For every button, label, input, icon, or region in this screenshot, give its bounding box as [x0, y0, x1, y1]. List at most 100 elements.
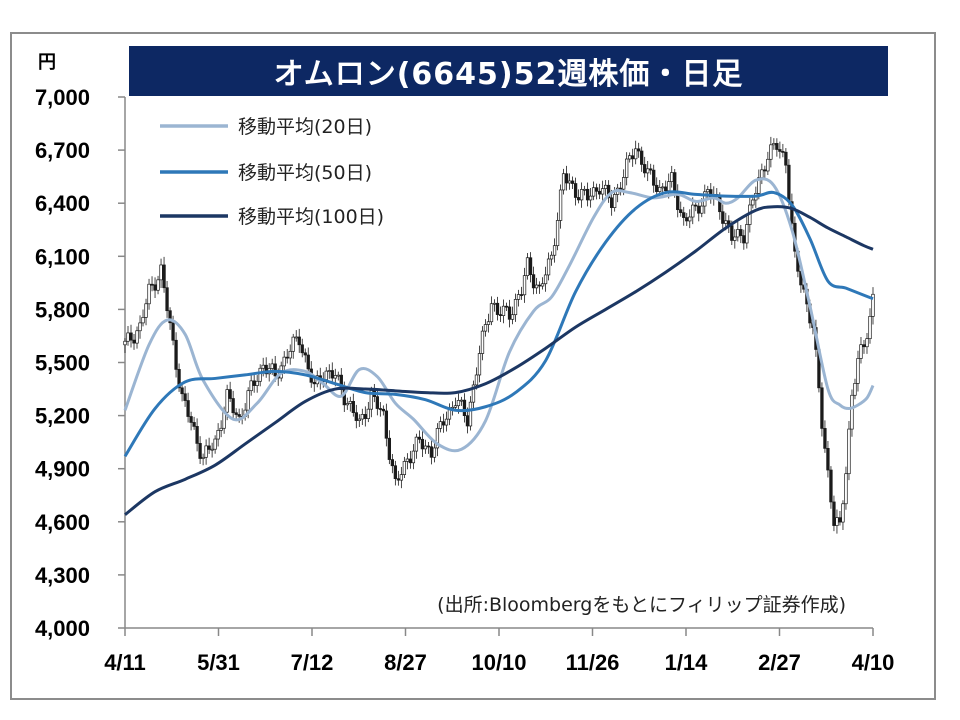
- candle-up: [453, 405, 458, 408]
- candle-down: [168, 310, 172, 324]
- candle-up: [691, 204, 695, 218]
- candle-up: [432, 447, 437, 458]
- candle-down: [787, 164, 791, 203]
- candle-up: [249, 380, 253, 392]
- candle-up: [757, 177, 761, 194]
- candle-up: [603, 184, 608, 189]
- y-tick-label: 4,600: [35, 510, 90, 535]
- candle-up: [360, 414, 364, 420]
- chart-title: オムロン(6645)52週株価・日足: [129, 46, 888, 96]
- candle-up: [348, 401, 352, 404]
- candle-up: [555, 220, 560, 247]
- candle-down: [585, 188, 590, 201]
- candle-up: [658, 186, 662, 192]
- candle-up: [255, 380, 259, 386]
- candle-up: [733, 236, 737, 241]
- candle-down: [231, 398, 235, 414]
- candle-down: [507, 306, 512, 320]
- candle-down: [351, 401, 355, 414]
- candle-down: [171, 322, 175, 341]
- candle-down: [462, 399, 467, 417]
- candle-up: [549, 254, 554, 260]
- candle-down: [519, 294, 524, 296]
- candle-down: [303, 352, 307, 356]
- candle-down: [637, 148, 641, 152]
- candle-up: [294, 336, 298, 339]
- source-note: (出所:Bloombergをもとにフィリップ証券作成): [437, 594, 846, 616]
- x-tick-label: 10/10: [471, 650, 526, 675]
- candle-up: [492, 302, 497, 305]
- candle-down: [189, 416, 193, 423]
- candle-down: [610, 197, 614, 208]
- candle-up: [357, 418, 361, 421]
- candle-up: [258, 367, 262, 382]
- candle-down: [826, 448, 830, 471]
- candle-up: [871, 293, 875, 317]
- candle-down: [375, 396, 379, 409]
- x-tick-label: 8/27: [384, 650, 427, 675]
- candle-up: [405, 458, 410, 462]
- candle-down: [652, 169, 656, 186]
- candle-down: [682, 212, 686, 218]
- legend-item-label: 移動平均(50日): [238, 162, 372, 184]
- x-tick-label: 4/10: [852, 650, 895, 675]
- candle-up: [135, 330, 139, 344]
- candle-up: [579, 189, 584, 201]
- candle-up: [213, 438, 217, 450]
- candle-up: [471, 384, 476, 403]
- y-axis-ticks: 7,000 6,700 6,400 6,100 5,800 5,500 5,200 4,900…: [35, 85, 125, 641]
- x-tick-label: 4/11: [104, 650, 146, 675]
- candle-up: [474, 374, 479, 386]
- candle-down: [387, 437, 392, 460]
- candle-up: [865, 338, 869, 348]
- candle-up: [468, 401, 473, 427]
- candle-down: [643, 164, 647, 174]
- candle-down: [237, 414, 241, 417]
- x-tick-label: 11/26: [566, 650, 620, 675]
- candle-down: [640, 150, 644, 165]
- candle-down: [312, 381, 316, 385]
- candle-down: [664, 186, 668, 192]
- candle-up: [634, 148, 638, 160]
- candle-up: [600, 188, 605, 195]
- candle-down: [354, 412, 358, 421]
- candle-up: [126, 332, 130, 342]
- y-tick-label: 6,700: [35, 138, 90, 163]
- candlesticks: [123, 136, 875, 534]
- candle-up: [591, 187, 596, 197]
- candle-down: [264, 364, 268, 375]
- candle-down: [631, 155, 635, 160]
- candle-up: [625, 158, 629, 178]
- candle-down: [408, 458, 413, 464]
- candle-down: [763, 169, 767, 172]
- moving-average-lines: [123, 177, 875, 516]
- candle-down: [573, 183, 578, 198]
- candle-up: [706, 189, 710, 193]
- candle-down: [862, 344, 866, 348]
- candle-down: [330, 370, 334, 379]
- candle-up: [345, 403, 349, 406]
- candle-up: [736, 229, 740, 238]
- candle-up: [613, 194, 617, 208]
- y-unit-label: 円: [38, 52, 56, 73]
- candle-down: [192, 422, 196, 427]
- candle-up: [159, 264, 163, 281]
- candle-down: [186, 400, 190, 417]
- candle-up: [772, 143, 776, 146]
- candle-up: [144, 303, 148, 318]
- candle-up: [628, 155, 632, 160]
- candle-down: [673, 172, 677, 192]
- candle-up: [486, 321, 491, 325]
- candle-up: [327, 370, 331, 372]
- candle-down: [528, 257, 533, 275]
- candle-up: [859, 344, 863, 359]
- x-axis-ticks: 4/11 5/31 7/12 8/27 10/10 11/26 1/14 2/27 4/10: [104, 628, 894, 675]
- candle-down: [195, 426, 199, 444]
- candle-up: [270, 363, 274, 369]
- candle-up: [841, 503, 845, 523]
- y-tick-label: 4,900: [35, 457, 90, 482]
- candle-down: [132, 339, 136, 344]
- candle-down: [778, 149, 782, 152]
- candle-up: [561, 173, 566, 191]
- candle-down: [441, 421, 446, 426]
